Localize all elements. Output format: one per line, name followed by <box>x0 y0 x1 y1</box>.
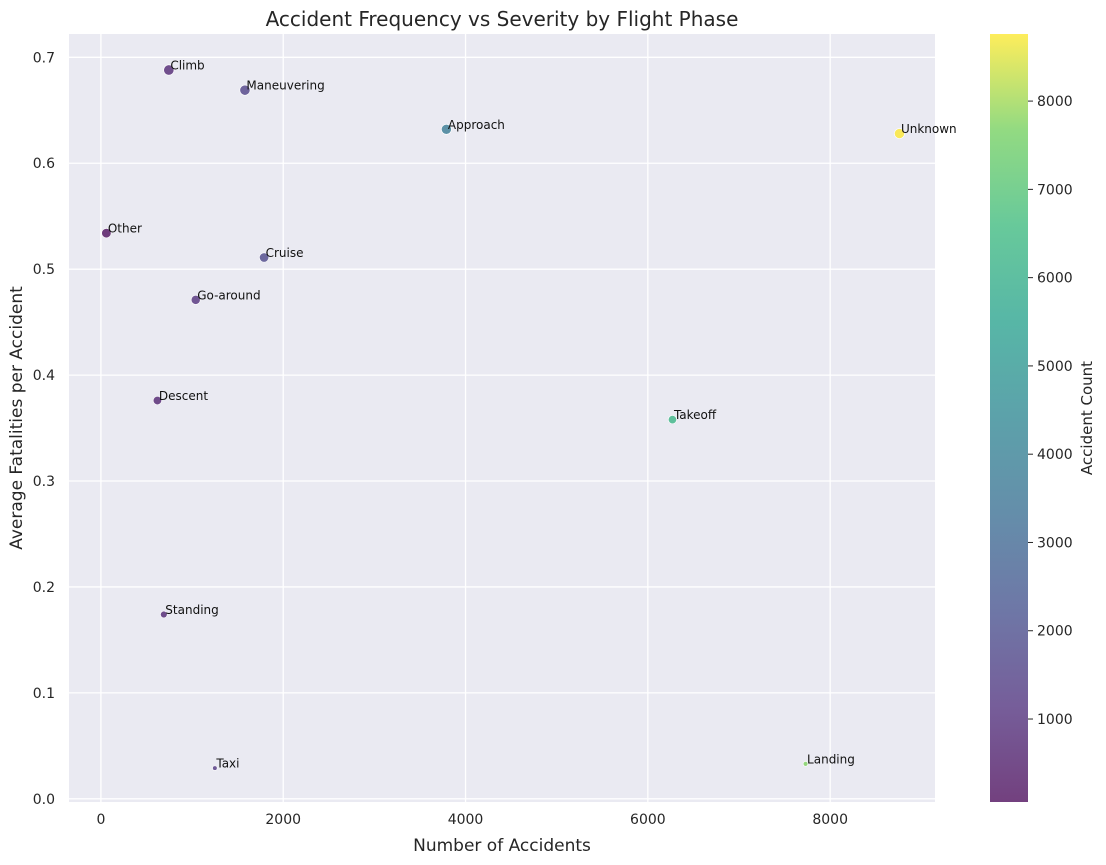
data-point-label: Go-around <box>197 288 260 302</box>
data-point <box>259 252 270 263</box>
data-point <box>101 228 112 239</box>
colorbar-tick-label: 3000 <box>1037 535 1073 551</box>
chart-title: Accident Frequency vs Severity by Flight… <box>266 7 739 31</box>
data-point <box>441 124 452 135</box>
data-point <box>239 84 251 96</box>
colorbar-label: Accident Count <box>1078 361 1096 475</box>
colorbar-tick-label: 2000 <box>1037 624 1073 640</box>
grid-lines <box>69 34 935 802</box>
x-tick-label: 6000 <box>630 812 666 828</box>
data-point <box>667 415 677 425</box>
data-point <box>190 295 201 305</box>
data-point-label: Cruise <box>266 246 304 260</box>
plot-area <box>69 34 935 802</box>
data-point <box>160 610 168 619</box>
data-points <box>101 64 905 771</box>
data-point-label: Standing <box>165 603 218 617</box>
colorbar-tick-label: 4000 <box>1037 447 1073 463</box>
colorbar-ticks: 1000 2000 3000 4000 5000 6000 7000 8000 <box>1028 94 1073 728</box>
y-tick-label: 0.1 <box>33 686 55 702</box>
y-tick-label: 0.6 <box>33 156 55 172</box>
y-tick-label: 0.3 <box>33 474 55 490</box>
data-point <box>152 395 162 406</box>
data-point <box>212 765 218 771</box>
data-point-label: Other <box>108 222 142 236</box>
data-point-labels: Climb Maneuvering Approach Unknown Other Crui… <box>108 59 957 771</box>
y-tick-label: 0.5 <box>33 262 55 278</box>
x-axis-label: Number of Accidents <box>413 836 591 856</box>
colorbar-tick-label: 7000 <box>1037 182 1073 198</box>
y-axis-ticks: 0.0 0.1 0.2 0.3 0.4 0.5 0.6 0.7 <box>33 50 55 808</box>
y-tick-label: 0.0 <box>33 792 55 808</box>
data-point-label: Climb <box>170 59 204 73</box>
data-point <box>894 128 905 139</box>
x-tick-label: 2000 <box>265 812 301 828</box>
x-tick-label: 8000 <box>812 812 848 828</box>
colorbar <box>990 34 1028 802</box>
colorbar-tick-label: 6000 <box>1037 271 1073 287</box>
colorbar-tick-label: 1000 <box>1037 712 1073 728</box>
data-point-label: Descent <box>159 389 208 403</box>
x-tick-label: 0 <box>96 812 105 828</box>
y-tick-label: 0.7 <box>33 50 55 66</box>
y-axis-label: Average Fatalities per Accident <box>7 286 27 550</box>
data-point <box>802 761 809 767</box>
data-point-label: Taxi <box>215 757 239 771</box>
data-point-label: Approach <box>448 118 505 132</box>
data-point <box>163 64 175 76</box>
data-point-label: Maneuvering <box>246 79 324 93</box>
data-point-label: Landing <box>807 752 855 766</box>
y-tick-label: 0.2 <box>33 580 55 596</box>
colorbar-tick-label: 5000 <box>1037 359 1073 375</box>
data-point-label: Takeoff <box>673 408 717 422</box>
data-point-label: Unknown <box>901 122 957 136</box>
x-tick-label: 4000 <box>448 812 484 828</box>
colorbar-tick-label: 8000 <box>1037 94 1073 110</box>
x-axis-ticks: 0 2000 4000 6000 8000 <box>96 812 848 828</box>
y-tick-label: 0.4 <box>33 368 55 384</box>
